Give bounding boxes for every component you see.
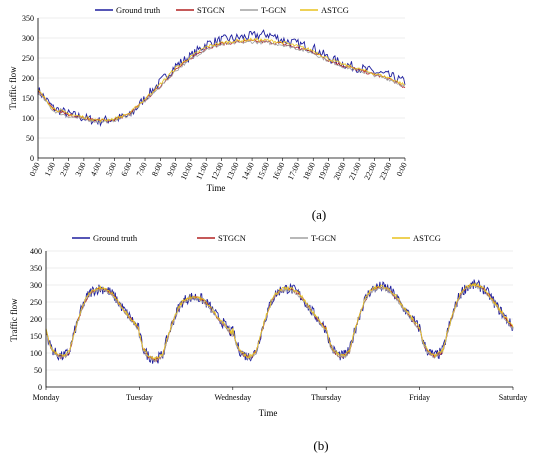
legend-item: T-GCN	[290, 233, 336, 243]
x-tick-label: 21:00	[347, 161, 363, 181]
x-tick-label: 1:00	[43, 161, 57, 178]
chart-a-y-ticks: 0 50 100 150 200 250 300 350	[22, 14, 34, 163]
x-tick-label: 19:00	[316, 161, 332, 181]
y-tick-label: 50	[26, 134, 34, 143]
legend-label: Ground truth	[93, 233, 138, 243]
x-tick-label: 10:00	[179, 161, 195, 181]
chart-a-panel-label: (a)	[312, 207, 326, 222]
x-tick-label: 12:00	[209, 161, 225, 181]
x-tick-label: 2:00	[58, 161, 72, 178]
chart-b-legend: Ground truth STGCN T-GCN ASTCG	[72, 233, 441, 243]
y-tick-label: 150	[30, 332, 42, 341]
chart-b-xlabel: Time	[259, 408, 278, 418]
x-tick-label: 18:00	[301, 161, 317, 181]
x-tick-label: 15:00	[255, 161, 271, 181]
y-tick-label: 350	[30, 264, 42, 273]
legend-item: T-GCN	[240, 5, 286, 15]
y-tick-label: 300	[30, 281, 42, 290]
legend-label: T-GCN	[311, 233, 336, 243]
series-line-astcg	[37, 37, 405, 123]
legend-label: T-GCN	[261, 5, 286, 15]
series-line-t-gcn	[37, 40, 406, 124]
x-tick-label: 7:00	[135, 161, 149, 178]
chart-b-y-ticks: 0 50 100 150 200 250 300 350 400	[30, 247, 42, 392]
chart-b-series	[45, 279, 514, 364]
chart-b: 0 50 100 150 200 250 300 350 400 Monday Tuesday We…	[9, 233, 527, 453]
legend-label: STGCN	[197, 5, 225, 15]
y-tick-label: 100	[30, 349, 42, 358]
chart-b-panel-label: (b)	[313, 438, 328, 453]
chart-a-ylabel: Traffic flow	[8, 66, 18, 110]
y-tick-label: 400	[30, 247, 42, 256]
x-tick-label: Wednesday	[214, 393, 251, 402]
legend-label: ASTCG	[321, 5, 349, 15]
x-tick-label: 4:00	[89, 161, 103, 178]
x-tick-label: 17:00	[286, 161, 302, 181]
legend-label: Ground truth	[116, 5, 161, 15]
chart-a-legend: Ground truth STGCN T-GCN ASTCG	[95, 5, 349, 15]
y-tick-label: 250	[30, 298, 42, 307]
y-tick-label: 350	[22, 14, 34, 23]
legend-item: Ground truth	[72, 233, 138, 243]
x-tick-label: 6:00	[119, 161, 133, 178]
x-tick-label: 16:00	[271, 161, 287, 181]
x-tick-label: Friday	[409, 393, 430, 402]
legend-item: ASTCG	[300, 5, 349, 15]
legend-item: STGCN	[197, 233, 246, 243]
y-tick-label: 100	[22, 114, 34, 123]
series-line-ground-truth	[45, 279, 514, 364]
series-line-astcg	[45, 282, 514, 362]
x-tick-label: 0:00	[28, 161, 42, 178]
x-tick-label: 3:00	[74, 161, 88, 178]
chart-b-grid	[46, 250, 513, 371]
x-tick-label: Saturday	[499, 393, 527, 402]
y-tick-label: 0	[38, 383, 42, 392]
series-line-stgcn	[37, 39, 406, 123]
x-tick-label: 11:00	[194, 161, 210, 181]
x-tick-label: Monday	[33, 393, 60, 402]
x-tick-label: Thursday	[311, 393, 341, 402]
chart-b-ylabel: Traffic flow	[9, 298, 19, 342]
x-tick-label: 23:00	[378, 161, 394, 181]
y-tick-label: 50	[34, 366, 42, 375]
y-tick-label: 300	[22, 34, 34, 43]
chart-a-x-ticks: 0:00 1:00 2:00 3:00 4:00 5:00 6:00 7:00 8:00 9:00…	[28, 158, 409, 181]
y-tick-label: 200	[30, 315, 42, 324]
x-tick-label: 8:00	[150, 161, 164, 178]
x-tick-label: Tuesday	[126, 393, 153, 402]
x-tick-label: 0:00	[395, 161, 409, 178]
y-tick-label: 150	[22, 94, 34, 103]
legend-item: ASTCG	[392, 233, 441, 243]
chart-a-xlabel: Time	[207, 183, 226, 193]
legend-item: STGCN	[176, 5, 225, 15]
legend-label: STGCN	[218, 233, 246, 243]
x-tick-label: 22:00	[362, 161, 378, 181]
y-tick-label: 0	[30, 154, 34, 163]
chart-a-series	[37, 29, 406, 127]
chart-b-x-ticks: Monday Tuesday Wednesday Thursday Friday Satu…	[33, 387, 527, 402]
legend-label: ASTCG	[413, 233, 441, 243]
x-tick-label: 14:00	[240, 161, 256, 181]
x-tick-label: 13:00	[225, 161, 241, 181]
x-tick-label: 20:00	[332, 161, 348, 181]
legend-item: Ground truth	[95, 5, 161, 15]
x-tick-label: 5:00	[104, 161, 118, 178]
y-tick-label: 200	[22, 74, 34, 83]
y-tick-label: 250	[22, 54, 34, 63]
x-tick-label: 9:00	[165, 161, 179, 178]
